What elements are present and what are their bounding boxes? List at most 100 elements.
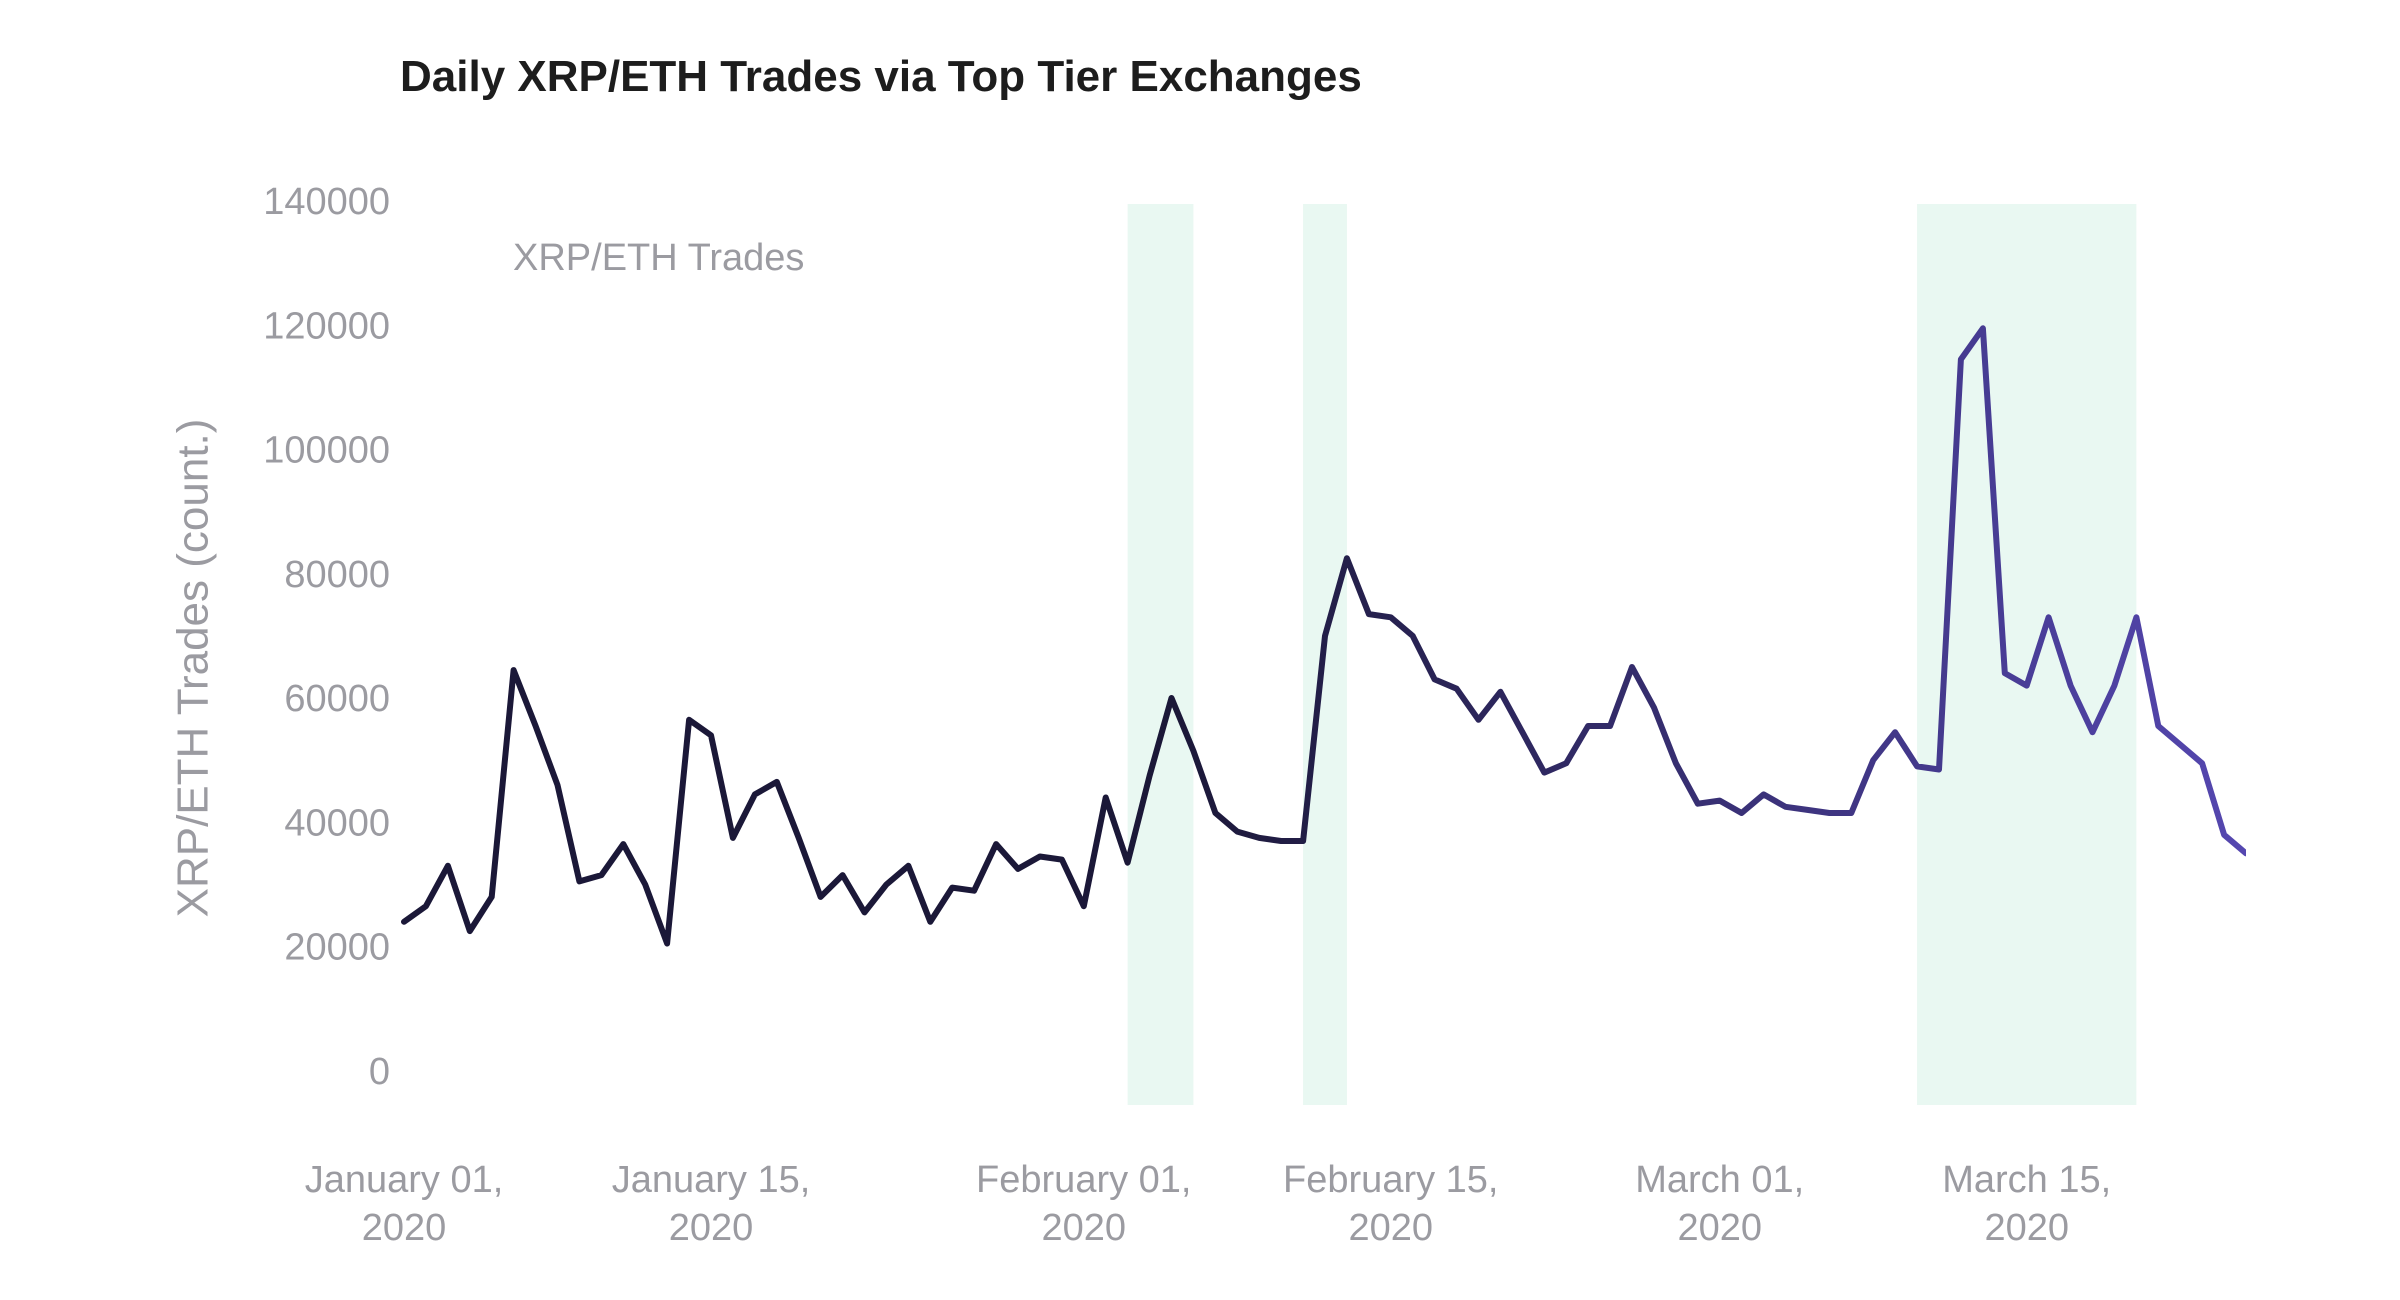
data-point (1103, 794, 1109, 800)
legend-label: XRP/ETH Trades (513, 237, 804, 279)
data-point (905, 863, 911, 869)
data-point (1936, 767, 1942, 773)
data-point (1651, 704, 1657, 710)
data-point (1497, 689, 1503, 695)
data-point (1519, 729, 1525, 735)
data-point (1256, 835, 1262, 841)
x-axis-ticks: January 01, 2020 January 15, 2020 February 0… (305, 1159, 2111, 1249)
data-point (1476, 717, 1482, 723)
x-tick-label: March 15, 2020 (1942, 1159, 2111, 1249)
data-point (1870, 757, 1876, 763)
data-point (1322, 633, 1328, 639)
highlight-bands (1127, 204, 2137, 1105)
data-point (1454, 686, 1460, 692)
data-point (686, 717, 692, 723)
data-point (796, 835, 802, 841)
data-point (1081, 903, 1087, 909)
data-point (1125, 860, 1131, 866)
data-point (1234, 829, 1240, 835)
data-point (2177, 742, 2183, 748)
data-point (774, 779, 780, 785)
y-tick-label: 140000 (263, 181, 390, 223)
data-point (1388, 614, 1394, 620)
x-tick-label: January 01, 2020 (305, 1159, 504, 1249)
data-point (1147, 773, 1153, 779)
data-point (2221, 832, 2227, 838)
data-point (1169, 695, 1175, 701)
data-point (949, 885, 955, 891)
data-point (1892, 729, 1898, 735)
y-tick-label: 80000 (284, 554, 390, 596)
data-point (1563, 760, 1569, 766)
y-tick-label: 100000 (263, 430, 390, 472)
data-point (1804, 807, 1810, 813)
data-point (489, 894, 495, 900)
data-point (708, 732, 714, 738)
data-point (1278, 838, 1284, 844)
data-point (2068, 683, 2074, 689)
data-point (1914, 763, 1920, 769)
data-point (1344, 555, 1350, 561)
data-point (1673, 760, 1679, 766)
data-point (883, 881, 889, 887)
data-point (1980, 325, 1986, 331)
data-point (598, 872, 604, 878)
data-point (1848, 810, 1854, 816)
data-point (1541, 770, 1547, 776)
data-point (1300, 838, 1306, 844)
data-point (818, 894, 824, 900)
data-point (467, 928, 473, 934)
y-axis-ticks: 0 20000 40000 60000 80000 100000 120000 140000 (263, 181, 390, 1093)
data-point (993, 841, 999, 847)
x-tick-label: January 15, 2020 (612, 1159, 811, 1249)
data-point (533, 723, 539, 729)
data-point (2199, 760, 2205, 766)
data-point (2133, 614, 2139, 620)
data-point (1958, 356, 1964, 362)
data-point (423, 903, 429, 909)
y-tick-label: 0 (369, 1051, 390, 1093)
data-point (2024, 683, 2030, 689)
data-point (1212, 810, 1218, 816)
legend: XRP/ETH Trades (429, 237, 804, 279)
chart-title: Daily XRP/ETH Trades via Top Tier Exchan… (400, 52, 1362, 101)
data-point (840, 872, 846, 878)
data-point (1739, 810, 1745, 816)
data-point (576, 878, 582, 884)
data-point (1190, 748, 1196, 754)
y-tick-label: 40000 (284, 802, 390, 844)
x-tick-label: February 01, 2020 (976, 1159, 1191, 1249)
data-point (730, 835, 736, 841)
data-point (2046, 614, 2052, 620)
data-point (1585, 723, 1591, 729)
data-point (2155, 723, 2161, 729)
data-point (511, 667, 517, 673)
y-axis-title: XRP/ETH Trades (count.) (169, 419, 218, 918)
data-point (1432, 676, 1438, 682)
data-point (1366, 611, 1372, 617)
highlight-band-3 (1917, 204, 2137, 1105)
data-point (927, 919, 933, 925)
y-tick-label: 20000 (284, 927, 390, 969)
series-line-xrp-eth-trades (401, 325, 2246, 947)
x-tick-label: February 15, 2020 (1283, 1159, 1498, 1249)
data-point (1761, 791, 1767, 797)
data-point (620, 841, 626, 847)
data-point (664, 941, 670, 947)
y-tick-label: 60000 (284, 678, 390, 720)
data-point (1607, 723, 1613, 729)
data-point (1037, 854, 1043, 860)
data-point (1783, 804, 1789, 810)
data-point (2243, 850, 2249, 856)
data-point (1717, 798, 1723, 804)
data-point (2111, 683, 2117, 689)
data-point (971, 888, 977, 894)
data-point (1059, 857, 1065, 863)
data-point (862, 909, 868, 915)
data-point (1015, 866, 1021, 872)
highlight-band-1 (1127, 204, 1194, 1105)
data-point (401, 919, 407, 925)
data-point (752, 791, 758, 797)
data-point (2090, 729, 2096, 735)
